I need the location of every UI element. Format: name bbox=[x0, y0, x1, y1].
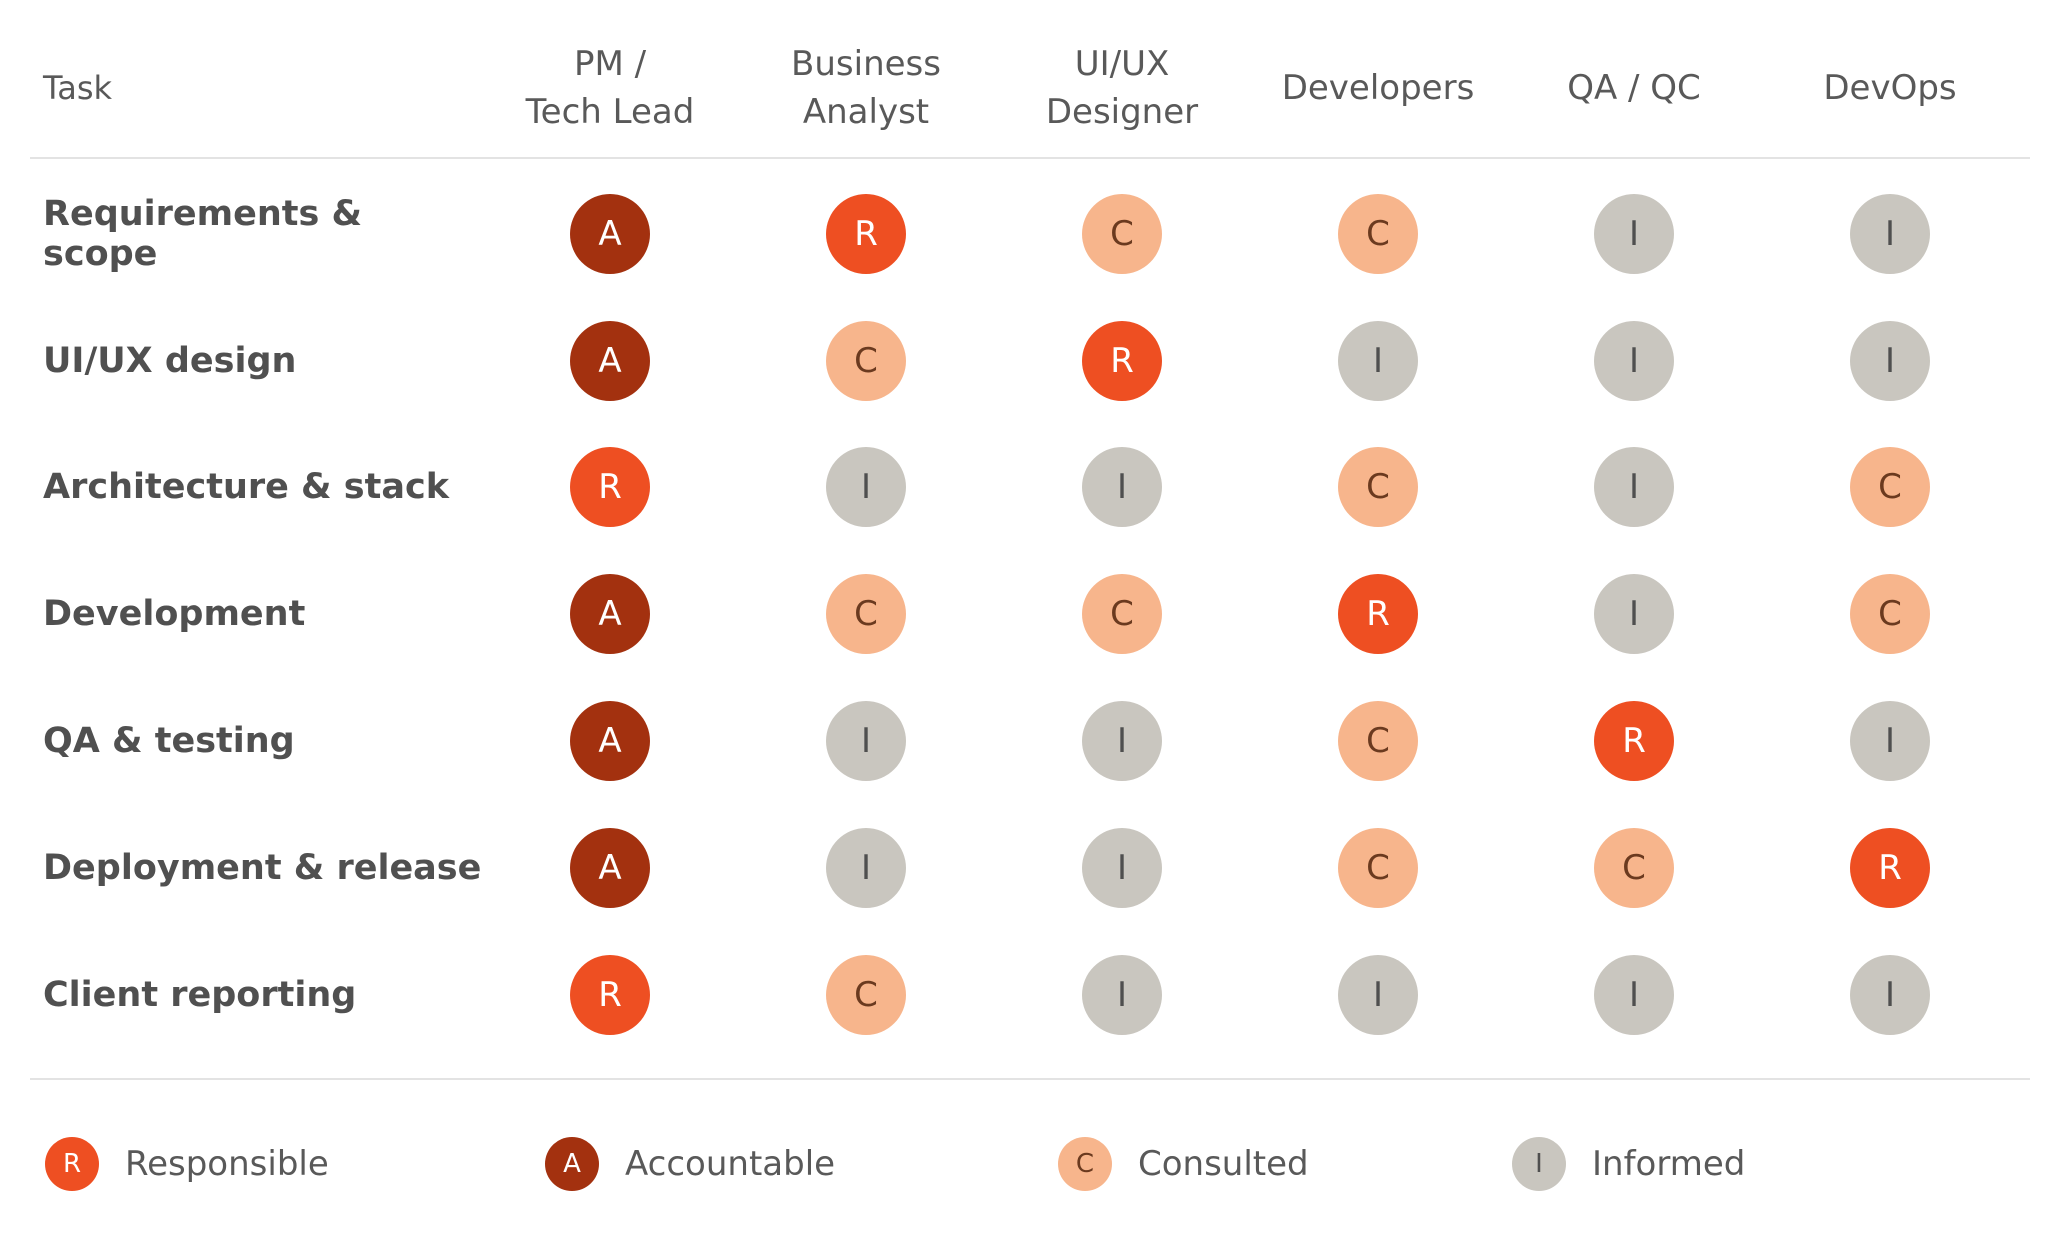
raci-cell: A bbox=[570, 828, 650, 908]
raci-cell: I bbox=[826, 447, 906, 527]
raci-cell: I bbox=[1850, 701, 1930, 781]
raci-cell: I bbox=[1082, 447, 1162, 527]
legend-swatch: C bbox=[1058, 1137, 1112, 1191]
column-header: DevOps bbox=[1823, 68, 1957, 108]
raci-cell: C bbox=[826, 574, 906, 654]
task-label: Architecture & stack bbox=[43, 467, 449, 507]
raci-cell: R bbox=[570, 447, 650, 527]
raci-cell: C bbox=[1082, 194, 1162, 274]
raci-cell: R bbox=[570, 955, 650, 1035]
legend-label: Informed bbox=[1592, 1144, 1746, 1184]
legend-label: Consulted bbox=[1138, 1144, 1309, 1184]
task-label: Development bbox=[43, 594, 306, 634]
legend-item: A Accountable bbox=[545, 1136, 835, 1192]
column-header: QA / QC bbox=[1567, 68, 1701, 108]
raci-cell: C bbox=[1338, 194, 1418, 274]
legend-swatch: R bbox=[45, 1137, 99, 1191]
raci-cell: R bbox=[1338, 574, 1418, 654]
raci-cell: I bbox=[1594, 574, 1674, 654]
raci-cell: I bbox=[1594, 447, 1674, 527]
legend-item: I Informed bbox=[1512, 1136, 1745, 1192]
raci-cell: R bbox=[1082, 321, 1162, 401]
raci-cell: R bbox=[1594, 701, 1674, 781]
column-header: Developers bbox=[1281, 68, 1475, 108]
raci-cell: C bbox=[1338, 701, 1418, 781]
task-label: UI/UX design bbox=[43, 341, 297, 381]
legend-item: C Consulted bbox=[1058, 1136, 1309, 1192]
raci-cell: I bbox=[1082, 701, 1162, 781]
header-divider bbox=[30, 157, 2030, 159]
column-header: PM / Tech Lead bbox=[525, 44, 695, 132]
raci-cell: I bbox=[1338, 321, 1418, 401]
raci-cell: R bbox=[826, 194, 906, 274]
raci-cell: A bbox=[570, 194, 650, 274]
raci-cell: C bbox=[1082, 574, 1162, 654]
task-label: Requirements & scope bbox=[43, 194, 363, 274]
raci-cell: C bbox=[1850, 574, 1930, 654]
raci-cell: I bbox=[1850, 955, 1930, 1035]
column-header: UI/UX Designer bbox=[1045, 44, 1199, 132]
raci-cell: A bbox=[570, 701, 650, 781]
raci-cell: A bbox=[570, 574, 650, 654]
legend-swatch: A bbox=[545, 1137, 599, 1191]
raci-cell: I bbox=[1338, 955, 1418, 1035]
legend-swatch: I bbox=[1512, 1137, 1566, 1191]
raci-cell: C bbox=[1338, 828, 1418, 908]
legend-item: R Responsible bbox=[45, 1136, 329, 1192]
raci-cell: I bbox=[1850, 194, 1930, 274]
raci-cell: I bbox=[1594, 955, 1674, 1035]
raci-cell: I bbox=[1082, 828, 1162, 908]
task-label: QA & testing bbox=[43, 721, 295, 761]
raci-cell: C bbox=[1338, 447, 1418, 527]
raci-cell: R bbox=[1850, 828, 1930, 908]
legend-label: Responsible bbox=[125, 1144, 329, 1184]
raci-cell: C bbox=[826, 955, 906, 1035]
task-label: Client reporting bbox=[43, 975, 357, 1015]
raci-cell: C bbox=[1850, 447, 1930, 527]
raci-cell: A bbox=[570, 321, 650, 401]
task-column-header: Task bbox=[43, 69, 113, 107]
raci-cell: I bbox=[1594, 194, 1674, 274]
raci-cell: I bbox=[826, 828, 906, 908]
legend-divider bbox=[30, 1078, 2030, 1080]
legend-label: Accountable bbox=[625, 1144, 836, 1184]
raci-cell: I bbox=[1082, 955, 1162, 1035]
raci-cell: I bbox=[1850, 321, 1930, 401]
raci-cell: C bbox=[826, 321, 906, 401]
raci-cell: I bbox=[826, 701, 906, 781]
task-label: Deployment & release bbox=[43, 848, 482, 888]
raci-cell: I bbox=[1594, 321, 1674, 401]
raci-cell: C bbox=[1594, 828, 1674, 908]
column-header: Business Analyst bbox=[791, 44, 941, 132]
